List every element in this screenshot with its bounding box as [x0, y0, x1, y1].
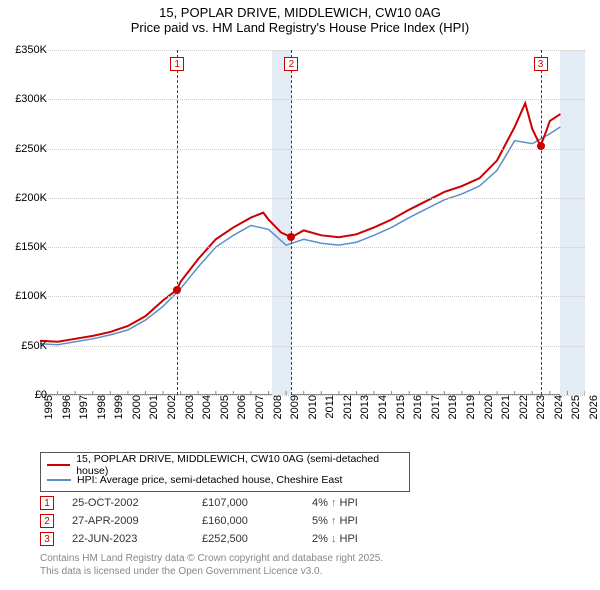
sale-hpi: 5% ↑ HPI	[312, 515, 422, 527]
y-axis-label: £150K	[15, 241, 47, 253]
x-axis-label: 2016	[412, 395, 424, 419]
hpi-arrow-icon: ↓	[331, 533, 337, 545]
chart-area: £0£50K£100K£150K£200K£250K£300K£350K1995…	[40, 45, 595, 420]
x-axis-label: 2005	[219, 395, 231, 419]
x-axis-label: 2023	[535, 395, 547, 419]
legend: 15, POPLAR DRIVE, MIDDLEWICH, CW10 0AG (…	[40, 452, 410, 492]
sale-hpi: 2% ↓ HPI	[312, 533, 422, 545]
sales-table: 1 25-OCT-2002£107,0004% ↑ HPI 2 27-APR-2009…	[40, 494, 422, 548]
x-axis-label: 2021	[500, 395, 512, 419]
sale-row: 3 22-JUN-2023£252,5002% ↓ HPI	[40, 530, 422, 548]
x-axis-label: 2014	[377, 395, 389, 419]
x-axis-label: 2009	[289, 395, 301, 419]
x-axis-label: 2020	[483, 395, 495, 419]
x-axis-label: 2024	[553, 395, 565, 419]
series-hpi	[40, 127, 560, 345]
hpi-arrow-icon: ↑	[331, 515, 337, 527]
y-axis-label: £300K	[15, 93, 47, 105]
y-axis-label: £50K	[21, 340, 47, 352]
line-chart-svg	[40, 50, 585, 395]
y-axis-label: £200K	[15, 192, 47, 204]
sale-marker: 3	[40, 532, 54, 546]
x-axis-label: 2012	[342, 395, 354, 419]
x-axis-label: 1995	[43, 395, 55, 419]
x-axis-label: 2002	[166, 395, 178, 419]
x-axis-label: 2015	[395, 395, 407, 419]
sale-date: 27-APR-2009	[72, 515, 202, 527]
x-axis-label: 2010	[307, 395, 319, 419]
y-gridline	[40, 50, 585, 51]
event-dot	[287, 233, 295, 241]
sale-marker: 1	[40, 496, 54, 510]
x-axis-label: 2000	[131, 395, 143, 419]
legend-item-property: 15, POPLAR DRIVE, MIDDLEWICH, CW10 0AG (…	[47, 457, 403, 472]
sale-price: £160,000	[202, 515, 312, 527]
x-axis-label: 1999	[113, 395, 125, 419]
legend-label: HPI: Average price, semi-detached house,…	[77, 474, 342, 486]
event-line	[541, 50, 542, 395]
footer-licence: This data is licensed under the Open Gov…	[40, 565, 383, 578]
x-axis-label: 2018	[447, 395, 459, 419]
event-line	[291, 50, 292, 395]
y-gridline	[40, 149, 585, 150]
x-axis-label: 2007	[254, 395, 266, 419]
x-axis-label: 2008	[272, 395, 284, 419]
x-axis-label: 2013	[359, 395, 371, 419]
x-axis-label: 1996	[61, 395, 73, 419]
x-axis-label: 1998	[96, 395, 108, 419]
series-property	[40, 103, 560, 342]
plot	[40, 50, 585, 395]
sale-date: 25-OCT-2002	[72, 497, 202, 509]
legend-swatch	[47, 479, 71, 481]
y-gridline	[40, 296, 585, 297]
title-address: 15, POPLAR DRIVE, MIDDLEWICH, CW10 0AG	[0, 5, 600, 20]
footer: Contains HM Land Registry data © Crown c…	[40, 552, 383, 578]
event-marker: 2	[284, 57, 298, 71]
y-axis-label: £350K	[15, 44, 47, 56]
sale-hpi: 4% ↑ HPI	[312, 497, 422, 509]
sale-row: 2 27-APR-2009£160,0005% ↑ HPI	[40, 512, 422, 530]
x-axis-label: 2026	[588, 395, 600, 419]
y-gridline	[40, 247, 585, 248]
x-axis-label: 2006	[236, 395, 248, 419]
x-axis-label: 2025	[570, 395, 582, 419]
x-axis-label: 2022	[518, 395, 530, 419]
sale-price: £252,500	[202, 533, 312, 545]
x-axis-label: 1997	[78, 395, 90, 419]
event-marker: 3	[534, 57, 548, 71]
event-dot	[173, 286, 181, 294]
chart-title: 15, POPLAR DRIVE, MIDDLEWICH, CW10 0AG P…	[0, 0, 600, 35]
x-axis-label: 2003	[184, 395, 196, 419]
y-gridline	[40, 346, 585, 347]
x-axis-label: 2019	[465, 395, 477, 419]
sale-row: 1 25-OCT-2002£107,0004% ↑ HPI	[40, 494, 422, 512]
x-axis-label: 2011	[324, 395, 336, 419]
hpi-arrow-icon: ↑	[331, 497, 337, 509]
sale-date: 22-JUN-2023	[72, 533, 202, 545]
y-gridline	[40, 198, 585, 199]
sale-price: £107,000	[202, 497, 312, 509]
legend-swatch	[47, 464, 70, 466]
y-axis-label: £250K	[15, 143, 47, 155]
y-gridline	[40, 99, 585, 100]
sale-marker: 2	[40, 514, 54, 528]
x-axis-label: 2017	[430, 395, 442, 419]
event-marker: 1	[170, 57, 184, 71]
event-dot	[537, 142, 545, 150]
footer-copyright: Contains HM Land Registry data © Crown c…	[40, 552, 383, 565]
event-line	[177, 50, 178, 395]
title-subtitle: Price paid vs. HM Land Registry's House …	[0, 20, 600, 35]
x-axis-label: 2001	[148, 395, 160, 419]
y-axis-label: £100K	[15, 290, 47, 302]
x-axis-label: 2004	[201, 395, 213, 419]
